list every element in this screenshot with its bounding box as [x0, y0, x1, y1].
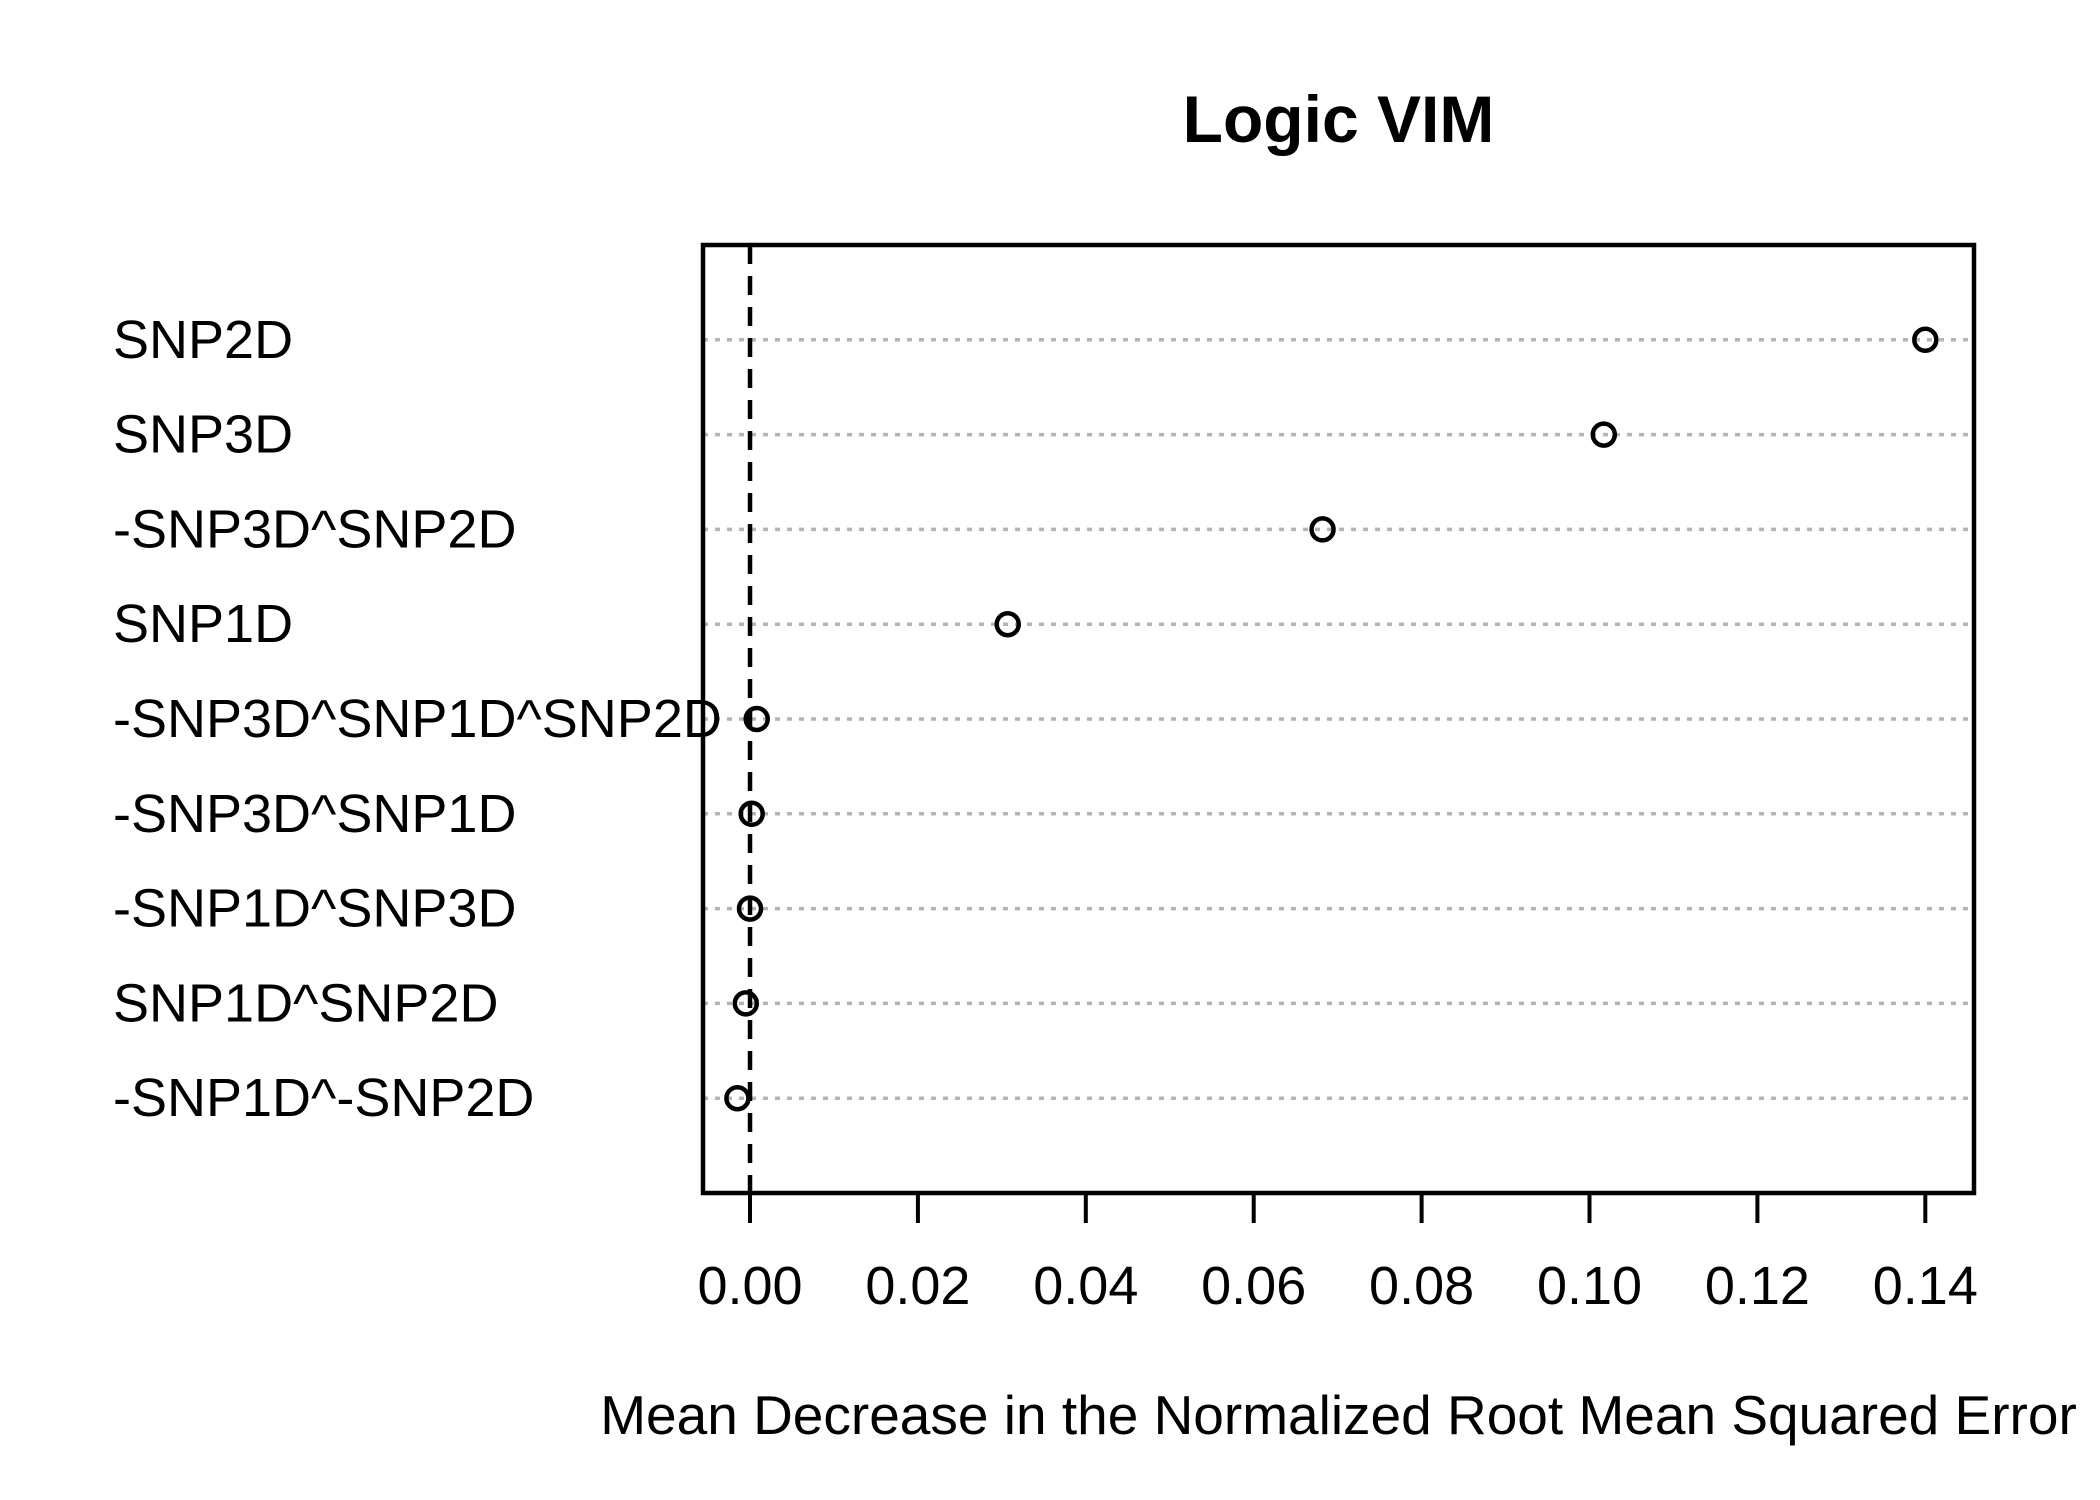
- chart-title: Logic VIM: [1182, 82, 1495, 156]
- x-tick-label: 0.08: [1369, 1256, 1474, 1316]
- data-point-circle: [1590, 421, 1618, 448]
- data-point-circle: [732, 990, 760, 1017]
- x-tick-label: 0.12: [1705, 1256, 1810, 1316]
- x-tick-label: 0.06: [1201, 1256, 1306, 1316]
- data-point-circle: [994, 610, 1021, 638]
- y-axis-category-label: -SNP3D^SNP1D: [113, 784, 516, 844]
- data-point-circle: [1912, 326, 1939, 354]
- x-tick-label: 0.14: [1873, 1256, 1978, 1316]
- x-tick-label: 0.02: [865, 1256, 970, 1316]
- y-axis-category-label: -SNP1D^-SNP2D: [113, 1068, 534, 1128]
- y-axis-category-label: -SNP1D^SNP3D: [113, 879, 516, 939]
- y-axis-category-label: SNP3D: [113, 405, 293, 465]
- x-axis-label: Mean Decrease in the Normalized Root Mea…: [600, 1384, 2077, 1446]
- y-axis-category-label: -SNP3D^SNP1D^SNP2D: [113, 689, 722, 749]
- y-axis-category-label: SNP2D: [113, 310, 293, 370]
- x-tick-label: 0.10: [1537, 1256, 1642, 1316]
- x-tick-label: 0.00: [697, 1256, 802, 1316]
- data-point-circle: [743, 705, 770, 733]
- plot-border: [700, 242, 1977, 1196]
- data-point-circle: [736, 895, 764, 922]
- data-point-circle: [724, 1084, 751, 1112]
- y-axis-category-label: SNP1D: [113, 594, 293, 654]
- x-tick-label: 0.04: [1033, 1256, 1138, 1316]
- data-point-circle: [1309, 516, 1336, 543]
- data-point-circle: [738, 800, 765, 828]
- y-axis-category-label: -SNP3D^SNP2D: [113, 499, 516, 559]
- y-axis-category-label: SNP1D^SNP2D: [113, 973, 498, 1033]
